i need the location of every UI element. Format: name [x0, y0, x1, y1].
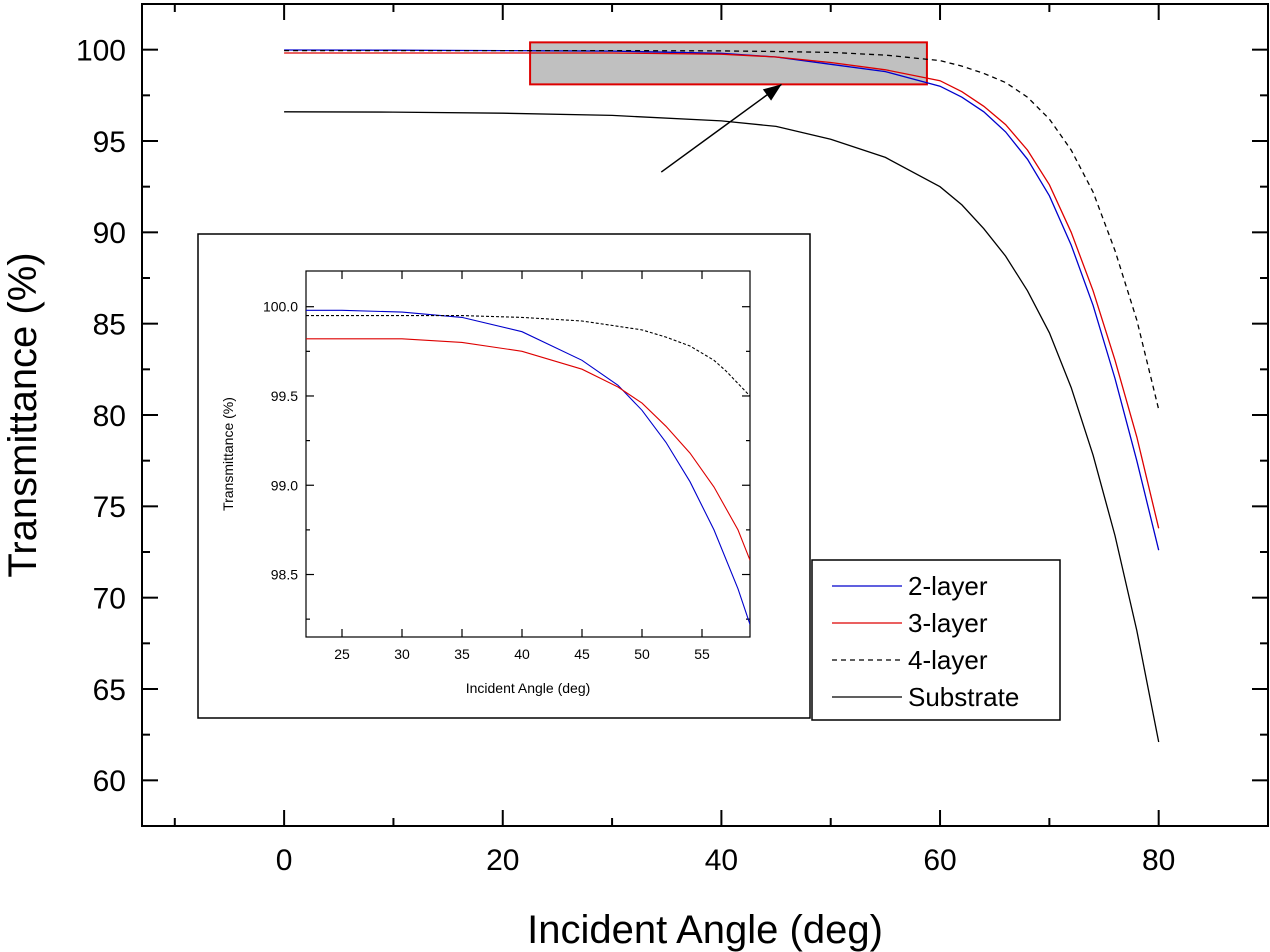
y-tick-label: 85 [93, 308, 126, 341]
x-tick-label: 0 [276, 844, 293, 877]
inset-y-axis-title: Transmittance (%) [220, 397, 236, 511]
main-axis-ticks [142, 3, 1269, 827]
legend: 2-layer 3-layer 4-layer Substrate [832, 571, 1019, 712]
legend-label-3-layer: 3-layer [908, 608, 988, 638]
x-tick-label: 25 [334, 646, 350, 662]
x-tick-label: 40 [705, 844, 738, 877]
y-tick-label: 75 [93, 491, 126, 524]
y-tick-label: 98.5 [271, 567, 298, 583]
x-tick-label: 55 [694, 646, 710, 662]
y-tick-label: 65 [93, 674, 126, 707]
series-line-3-layer [284, 52, 1160, 529]
series-line-substrate [284, 111, 1160, 743]
legend-label-substrate: Substrate [908, 682, 1019, 712]
inset-plot-frame [305, 270, 751, 638]
x-axis-title: Incident Angle (deg) [527, 908, 883, 952]
x-tick-label: 40 [514, 646, 530, 662]
zoom-highlight-rectangle [529, 41, 928, 86]
legend-box [811, 559, 1061, 721]
inset-axis-tick-labels: 25 30 35 40 45 50 55 98.5 99.0 99.5 100.0 [263, 299, 710, 662]
x-tick-label: 45 [574, 646, 590, 662]
y-tick-label: 90 [93, 217, 126, 250]
x-tick-label: 80 [1142, 844, 1175, 877]
inset-series-group [306, 309, 750, 625]
x-tick-label: 35 [454, 646, 470, 662]
main-series-group [284, 49, 1160, 743]
main-axis-tick-labels: 0 20 40 60 80 60 65 70 75 80 85 90 95 100 [76, 34, 1175, 877]
y-tick-label: 60 [93, 765, 126, 798]
y-tick-label: 99.5 [271, 388, 298, 404]
inset-axis-ticks [306, 271, 750, 637]
x-tick-label: 60 [923, 844, 956, 877]
legend-label-4-layer: 4-layer [908, 645, 988, 675]
inset-x-axis-title: Incident Angle (deg) [466, 680, 591, 696]
y-tick-label: 80 [93, 400, 126, 433]
x-tick-label: 20 [486, 844, 519, 877]
x-tick-label: 30 [394, 646, 410, 662]
x-tick-label: 50 [634, 646, 650, 662]
y-tick-label: 100.0 [263, 299, 298, 315]
y-tick-label: 95 [93, 126, 126, 159]
series-line-2-layer [306, 309, 750, 625]
y-tick-label: 70 [93, 582, 126, 615]
series-line-3-layer [306, 338, 750, 561]
y-axis-title: Transmittance (%) [1, 252, 45, 577]
arrow-head [762, 84, 782, 101]
y-tick-label: 100 [76, 34, 126, 67]
arrow-shaft [660, 83, 782, 173]
zoom-arrow [660, 83, 782, 173]
y-tick-label: 99.0 [271, 477, 298, 493]
series-line-4-layer [306, 315, 750, 397]
legend-label-2-layer: 2-layer [908, 571, 988, 601]
